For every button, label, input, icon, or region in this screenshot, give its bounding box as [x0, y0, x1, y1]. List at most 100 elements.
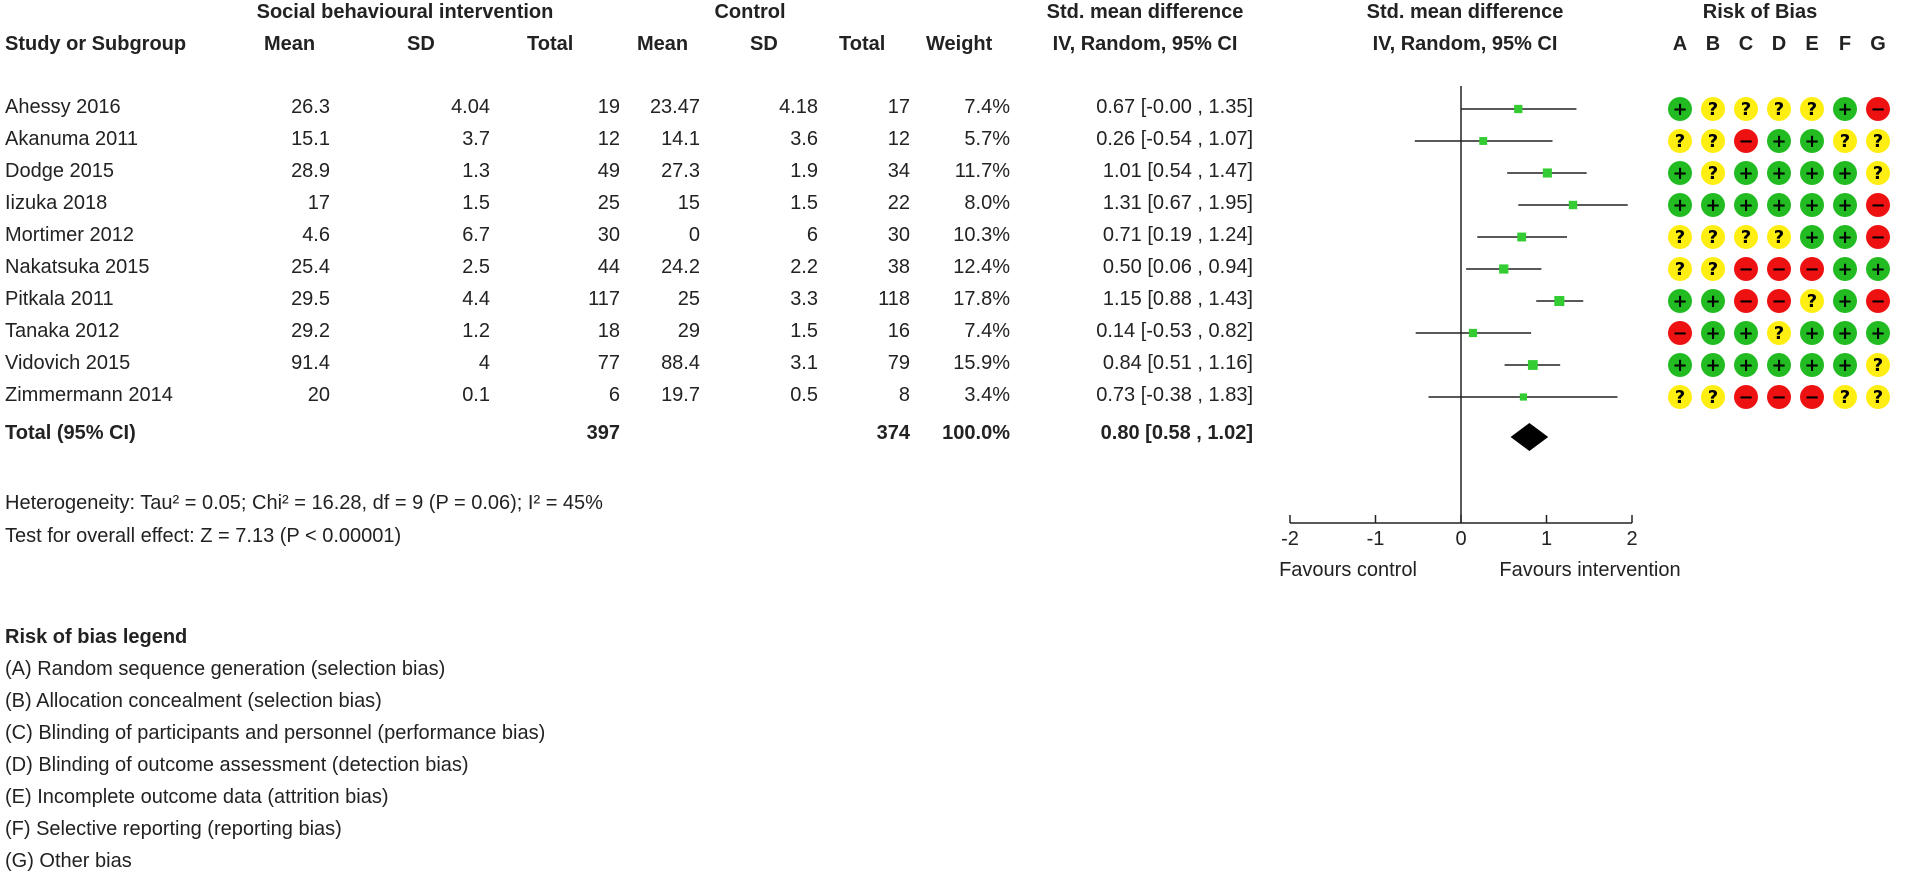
rob-symbol: + [1837, 227, 1852, 248]
rob-symbol: + [1804, 227, 1819, 248]
rob-symbol: + [1672, 291, 1687, 312]
rob-symbol: ? [1741, 99, 1751, 120]
rob-symbol: + [1804, 163, 1819, 184]
rob-circle-high [1767, 289, 1791, 313]
overall-effect-text: Test for overall effect: Z = 7.13 (P < 0… [5, 525, 402, 547]
rob-symbol: + [1804, 195, 1819, 216]
rob-circle-unclear [1668, 385, 1692, 409]
rob-circle-low [1833, 193, 1857, 217]
rob-circle-low [1800, 225, 1824, 249]
col-header-total-control: Total [839, 33, 886, 55]
rob-circle-unclear [1701, 161, 1725, 185]
rob-circle-low [1833, 161, 1857, 185]
rob-circle-unclear [1734, 97, 1758, 121]
rob-circle-high [1866, 289, 1890, 313]
intervention-mean: 28.9 [291, 160, 330, 182]
rob-symbol: + [1837, 291, 1852, 312]
rob-circle-unclear [1767, 97, 1791, 121]
rob-circle-unclear [1800, 97, 1824, 121]
rob-circle-low [1734, 321, 1758, 345]
smd-header-left: Std. mean difference [1046, 1, 1244, 23]
study-name: Zimmermann 2014 [5, 384, 173, 406]
rob-circle-low [1833, 289, 1857, 313]
control-mean: 29 [677, 320, 700, 342]
control-mean: 27.3 [661, 160, 700, 182]
rob-circle-low [1866, 257, 1890, 281]
rob-symbol: ? [1708, 259, 1718, 280]
intervention-total: 77 [597, 352, 620, 374]
intervention-mean: 20 [307, 384, 330, 406]
intervention-total: 6 [608, 384, 620, 406]
study-ci: 0.14 [-0.53 , 0.82] [1096, 320, 1253, 342]
rob-circle-low [1833, 321, 1857, 345]
intervention-sd: 0.1 [462, 384, 490, 406]
intervention-total: 12 [597, 128, 620, 150]
rob-symbol: ? [1840, 131, 1850, 152]
rob-circle-unclear [1866, 385, 1890, 409]
study-weight: 17.8% [953, 288, 1010, 310]
study-weight: 5.7% [964, 128, 1010, 150]
study-weight: 15.9% [953, 352, 1010, 374]
control-sd: 1.5 [790, 320, 818, 342]
rob-column-letter: D [1771, 33, 1787, 55]
rob-symbol: + [1771, 355, 1786, 376]
intervention-total: 25 [597, 192, 620, 214]
control-total: 22 [887, 192, 910, 214]
study-point-marker [1542, 168, 1552, 178]
rob-circle-low [1800, 321, 1824, 345]
rob-symbol: + [1837, 99, 1852, 120]
rob-column-letter: E [1805, 33, 1819, 55]
smd-subheader-left: IV, Random, 95% CI [1052, 33, 1238, 55]
rob-column-letter: A [1672, 33, 1688, 55]
intervention-total: 117 [588, 288, 620, 310]
rob-circle-high [1800, 257, 1824, 281]
rob-circle-low [1701, 353, 1725, 377]
control-sd: 3.6 [790, 128, 818, 150]
intervention-sd: 3.7 [462, 128, 490, 150]
study-point-marker [1554, 295, 1565, 307]
col-header-sd: SD [407, 33, 435, 55]
control-mean: 88.4 [661, 352, 700, 374]
control-total: 30 [887, 224, 910, 246]
legend-item: (D) Blinding of outcome assessment (dete… [5, 754, 469, 776]
control-total: 118 [878, 288, 910, 310]
intervention-sd: 2.5 [462, 256, 490, 278]
rob-circle-unclear [1866, 129, 1890, 153]
rob-symbol: + [1837, 323, 1852, 344]
rob-circle-high [1866, 97, 1890, 121]
rob-circle-low [1668, 97, 1692, 121]
rob-symbol: − [1738, 131, 1753, 152]
intervention-mean: 29.5 [291, 288, 330, 310]
rob-column-letter: C [1738, 33, 1754, 55]
rob-symbol: + [1705, 291, 1720, 312]
intervention-sd: 6.7 [462, 224, 490, 246]
rob-circle-low [1668, 289, 1692, 313]
rob-symbol: ? [1873, 131, 1883, 152]
rob-symbol: − [1870, 99, 1885, 120]
x-tick-label: 0 [1455, 528, 1466, 550]
rob-symbol: + [1870, 323, 1885, 344]
study-ci: 0.84 [0.51 , 1.16] [1102, 352, 1253, 374]
rob-circle-low [1800, 129, 1824, 153]
rob-circle-low [1833, 97, 1857, 121]
col-header-mean: Mean [264, 33, 316, 55]
rob-symbol: + [1738, 355, 1753, 376]
control-mean: 0 [688, 224, 700, 246]
study-ci: 1.15 [0.88 , 1.43] [1102, 288, 1253, 310]
rob-circle-unclear [1866, 353, 1890, 377]
study-ci: 0.26 [-0.54 , 1.07] [1096, 128, 1253, 150]
rob-circle-unclear [1668, 257, 1692, 281]
study-ci: 1.01 [0.54 , 1.47] [1102, 160, 1253, 182]
rob-symbol: − [1672, 323, 1687, 344]
study-weight: 10.3% [953, 224, 1010, 246]
rob-circle-unclear [1701, 257, 1725, 281]
rob-circle-high [1734, 289, 1758, 313]
rob-circle-high [1866, 225, 1890, 249]
group-header-intervention: Social behavioural intervention [256, 1, 554, 23]
rob-circle-high [1668, 321, 1692, 345]
rob-symbol: + [1672, 355, 1687, 376]
rob-circle-low [1701, 289, 1725, 313]
study-point-marker [1468, 328, 1478, 338]
rob-symbol: ? [1873, 387, 1883, 408]
study-weight: 7.4% [964, 96, 1010, 118]
